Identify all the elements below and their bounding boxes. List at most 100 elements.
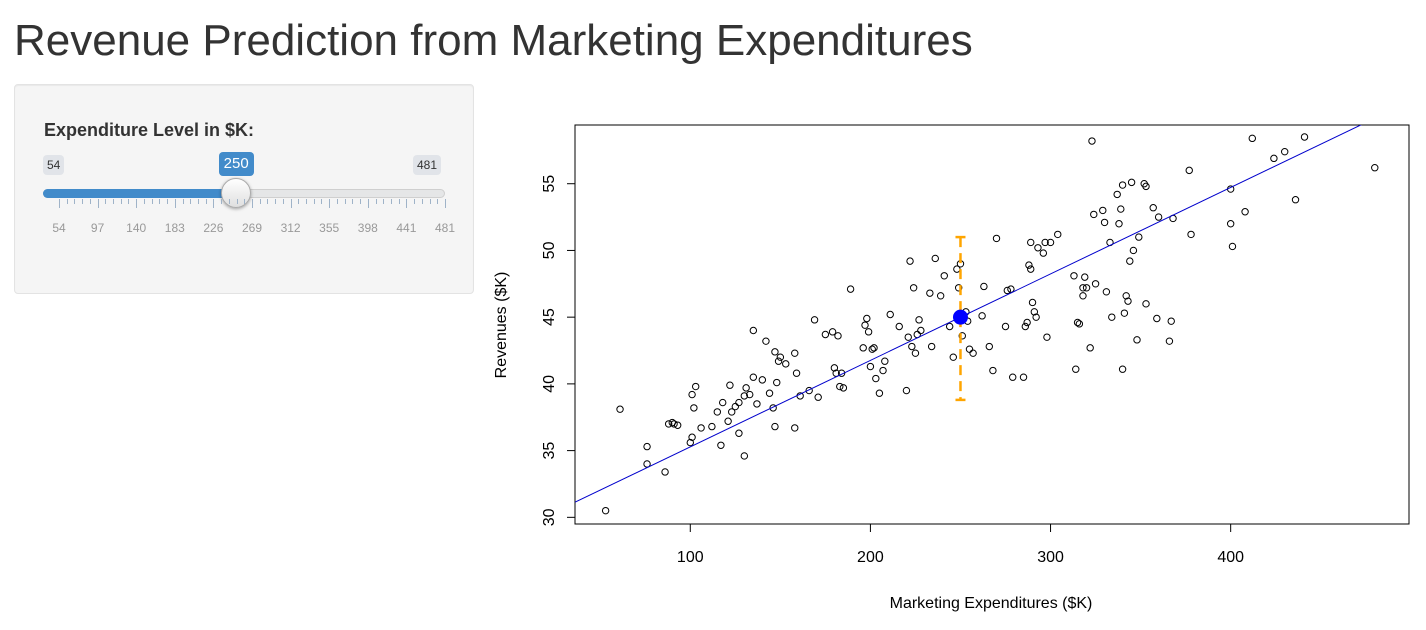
plot-frame <box>574 124 1410 525</box>
data-point <box>717 441 725 449</box>
data-point <box>740 452 749 460</box>
slider-minor-tick <box>259 199 261 204</box>
data-point <box>834 332 842 340</box>
data-point <box>673 421 682 429</box>
y-tick-label: 30 <box>541 508 558 526</box>
data-point <box>661 468 669 476</box>
data-point <box>1127 178 1136 187</box>
slider-label: Expenditure Level in $K: <box>44 120 255 140</box>
data-point <box>749 326 758 335</box>
data-point <box>909 284 918 292</box>
data-point <box>724 417 732 425</box>
slider-tick-label: 312 <box>280 221 301 235</box>
slider-minor-tick <box>159 199 161 204</box>
data-point <box>861 321 869 329</box>
data-point <box>690 404 698 412</box>
data-point <box>1126 257 1134 265</box>
slider-minor-tick <box>383 199 385 204</box>
data-point <box>1034 244 1042 252</box>
data-point <box>1025 261 1033 269</box>
y-tick-label: 35 <box>541 442 558 460</box>
data-point <box>1030 308 1039 316</box>
data-point <box>1099 206 1107 215</box>
data-point <box>1149 204 1157 212</box>
slider-min-badge: 54 <box>43 155 65 175</box>
data-point <box>868 345 876 353</box>
data-point <box>1135 233 1143 241</box>
slider-minor-tick <box>360 199 362 204</box>
data-point <box>1007 285 1015 293</box>
data-point <box>1187 230 1195 239</box>
data-point <box>917 326 925 335</box>
data-point <box>927 342 936 351</box>
slider-minor-tick <box>105 199 107 204</box>
slider-minor-tick <box>182 199 184 204</box>
data-point <box>1009 373 1017 381</box>
data-point <box>1281 147 1289 156</box>
data-point <box>992 234 1001 243</box>
data-point <box>749 373 758 381</box>
data-point <box>1091 280 1100 288</box>
data-point <box>1300 133 1309 141</box>
data-point <box>1081 273 1089 281</box>
data-point <box>836 382 844 391</box>
data-point <box>839 384 848 392</box>
data-point <box>1028 298 1037 307</box>
slider-major-tick <box>252 199 253 208</box>
slider-tick-label: 398 <box>357 221 378 235</box>
prediction-point <box>952 309 968 325</box>
regression-line <box>575 125 1362 503</box>
slider-tick-label: 441 <box>396 221 417 235</box>
data-point <box>1154 213 1163 221</box>
slider-minor-tick <box>89 199 91 204</box>
slider-tick-label: 54 <box>52 221 66 235</box>
slider-tick-label: 183 <box>164 221 185 235</box>
data-point <box>879 366 887 375</box>
data-point <box>949 353 957 361</box>
data-point <box>691 382 700 391</box>
slider-minor-tick <box>306 199 308 204</box>
slider-minor-tick <box>321 199 323 204</box>
slider-major-tick <box>213 199 215 208</box>
slider-minor-tick <box>228 199 230 204</box>
page-title: Revenue Prediction from Marketing Expend… <box>14 16 973 65</box>
data-point <box>616 405 624 413</box>
data-point <box>791 349 799 357</box>
slider-tick-label: 481 <box>434 221 456 235</box>
data-point <box>915 316 923 324</box>
data-point <box>1001 322 1010 331</box>
data-point <box>1090 210 1098 219</box>
data-point <box>828 328 837 336</box>
data-point <box>771 348 779 356</box>
slider-minor-tick <box>336 199 338 204</box>
data-point <box>1073 318 1082 327</box>
data-point <box>758 376 767 384</box>
data-point <box>978 312 986 320</box>
data-point <box>1027 265 1035 273</box>
y-tick-label: 50 <box>541 241 558 259</box>
slider-max-badge: 481 <box>413 155 442 175</box>
data-point <box>686 438 694 447</box>
data-point <box>814 393 822 401</box>
slider-minor-tick <box>352 199 354 204</box>
slider-major-tick <box>97 199 99 208</box>
data-point <box>774 357 783 365</box>
slider-tick-label: 226 <box>203 221 224 235</box>
data-point <box>940 272 948 280</box>
data-point <box>765 389 774 397</box>
data-point <box>859 344 867 352</box>
data-point <box>1118 365 1127 373</box>
data-point <box>1019 373 1028 381</box>
data-point <box>601 506 610 515</box>
data-point <box>1003 286 1012 295</box>
slider-minor-tick <box>190 199 192 204</box>
slider-handle[interactable] <box>221 178 252 208</box>
data-point <box>735 429 743 437</box>
slider-minor-tick <box>205 199 207 204</box>
data-point <box>740 392 749 400</box>
slider-minor-tick <box>236 199 238 204</box>
data-point <box>1142 182 1150 191</box>
data-point <box>908 342 916 351</box>
slider-minor-tick <box>313 199 315 204</box>
slider-tick-label: 97 <box>90 221 105 235</box>
